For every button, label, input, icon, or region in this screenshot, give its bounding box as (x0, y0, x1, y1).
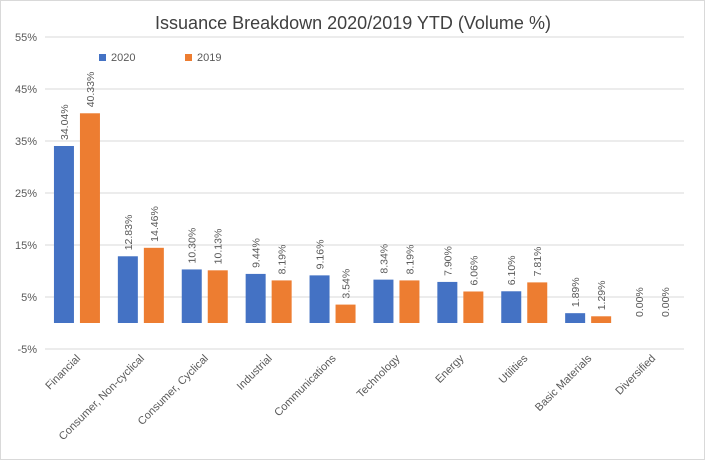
data-label: 6.10% (506, 255, 518, 285)
data-label: 3.54% (341, 269, 353, 299)
data-label: 0.00% (634, 287, 646, 317)
bar-2019 (527, 282, 548, 323)
data-label: 8.34% (378, 244, 390, 274)
data-label: 8.19% (277, 245, 289, 275)
bar-2019 (271, 280, 292, 323)
y-tick-label: 25% (15, 188, 37, 200)
data-label: 1.89% (570, 277, 582, 307)
bar-2020 (437, 281, 458, 323)
bar-2019 (207, 270, 228, 323)
bar-2019 (143, 247, 164, 323)
y-tick-label: 15% (15, 240, 37, 252)
bar-2020 (53, 145, 74, 323)
bar-2020 (117, 256, 138, 323)
data-labels: 34.04% 40.33% 12.83% 14.46% 10.30% 10.13% 9.44… (59, 72, 672, 317)
x-category-label: Diversified (613, 353, 658, 398)
data-label: 14.46% (149, 206, 161, 242)
data-label: 40.33% (85, 72, 97, 108)
x-category-label: Energy (433, 352, 466, 385)
bar-2019 (79, 113, 100, 323)
x-category-label: Financial (43, 353, 83, 393)
data-label: 1.29% (596, 281, 608, 311)
bar-2020 (373, 279, 394, 323)
legend-label: 2020 (111, 52, 135, 64)
bar-2020 (181, 269, 202, 323)
data-label: 8.19% (404, 245, 416, 275)
y-tick-label: 45% (15, 84, 37, 96)
data-label: 10.30% (187, 228, 199, 264)
x-category-label: Communications (272, 352, 339, 419)
data-label: 6.06% (468, 256, 480, 286)
y-tick-label: 35% (15, 136, 37, 148)
y-tick-label: 5% (21, 292, 37, 304)
bars (53, 113, 612, 323)
x-category-label: Consumer, Cyclical (136, 353, 211, 428)
data-label: 0.00% (660, 287, 672, 317)
data-label: 9.16% (315, 240, 327, 270)
x-category-label: Basic Materials (533, 352, 595, 414)
data-label: 10.13% (213, 229, 225, 265)
data-label: 7.90% (442, 246, 454, 276)
x-category-label: Technology (355, 352, 403, 400)
y-tick-label: 55% (15, 32, 37, 44)
bar-2020 (501, 291, 522, 323)
bar-2019 (399, 280, 420, 323)
x-category-label: Industrial (235, 353, 275, 393)
data-label: 7.81% (532, 247, 544, 277)
data-label: 12.83% (123, 215, 135, 251)
legend-swatch-2019 (185, 54, 192, 61)
data-label: 34.04% (59, 104, 71, 140)
y-tick-label: -5% (17, 344, 37, 356)
gridlines (45, 36, 684, 350)
bar-2019 (591, 316, 612, 323)
bar-2020 (309, 275, 330, 323)
legend: 2020 2019 (99, 52, 221, 64)
bar-2020 (245, 273, 266, 323)
bar-2019 (335, 304, 356, 323)
bar-2019 (463, 291, 484, 323)
legend-label: 2019 (197, 52, 221, 64)
data-label: 9.44% (251, 238, 263, 268)
bar-2020 (565, 313, 586, 323)
chart-title: Issuance Breakdown 2020/2019 YTD (Volume… (155, 13, 551, 33)
x-category-label: Utilities (497, 352, 531, 386)
legend-swatch-2020 (99, 54, 106, 61)
y-axis: -5% 5% 15% 25% 35% 45% 55% (15, 32, 37, 356)
